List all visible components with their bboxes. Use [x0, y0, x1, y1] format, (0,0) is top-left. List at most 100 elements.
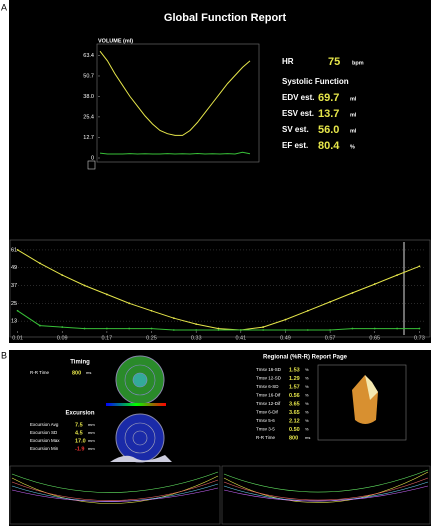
x-tick-label: 0.73 — [414, 335, 425, 341]
title: Global Function Report — [164, 12, 287, 24]
point — [418, 265, 421, 268]
point — [396, 327, 398, 330]
metric-label: ESV est. — [282, 109, 314, 118]
point — [83, 327, 86, 330]
readout-unit: % — [305, 427, 309, 432]
panel-label: A — [1, 2, 7, 12]
axis-label: VOLUME (ml) — [98, 38, 133, 44]
x-tick-label: 0.41 — [235, 335, 246, 341]
y-tick-label: 49 — [11, 265, 17, 271]
readout-unit: ms — [305, 435, 310, 440]
metric-value: 75 — [328, 56, 340, 68]
readout-value: 3.65 — [289, 401, 300, 407]
readout-label: Excursion SD — [30, 430, 58, 435]
y-tick-label: 38.0 — [83, 94, 94, 100]
point — [262, 329, 265, 331]
readout-value: 1.29 — [289, 376, 300, 382]
section-title: Systolic Function — [282, 77, 349, 86]
metric-unit: ml — [350, 96, 357, 102]
readout-unit: mm — [88, 430, 95, 435]
y-tick-label: 12.7 — [83, 135, 94, 141]
x-tick-label: 0.09 — [57, 335, 68, 341]
readout-value: 4.5 — [75, 430, 83, 436]
readout-unit: % — [305, 367, 309, 372]
metric-unit: ml — [350, 112, 357, 118]
point — [195, 323, 198, 325]
readout-value: 7.5 — [75, 422, 83, 428]
point — [105, 327, 108, 330]
histogram — [110, 455, 172, 462]
icon — [87, 160, 96, 170]
point — [306, 329, 309, 331]
readout-label: Excursion Min — [30, 446, 59, 451]
point — [329, 329, 332, 331]
point — [373, 327, 376, 330]
x-tick-label: 0.57 — [325, 335, 336, 341]
point — [39, 262, 41, 265]
y-tick-label: 25.4 — [83, 114, 94, 120]
polar-map — [115, 413, 165, 463]
point — [239, 329, 242, 331]
metric-label: EF est. — [282, 141, 308, 150]
readout-label: Tmsv 6-Dif — [256, 410, 278, 415]
point — [16, 309, 19, 312]
y-tick-label: 0 — [91, 155, 94, 161]
render-3d — [365, 375, 378, 400]
readout-value: 1.57 — [289, 384, 300, 390]
readout-value: 800 — [289, 435, 298, 441]
y-tick-label: 25 — [11, 301, 17, 307]
point — [306, 309, 309, 312]
readout-unit: % — [305, 393, 309, 398]
render-frame — [317, 364, 407, 441]
readout-unit: % — [305, 410, 309, 415]
point — [262, 326, 265, 328]
readout-value: -1.9 — [75, 446, 84, 452]
readout-value: 3.65 — [289, 410, 300, 416]
metric-value: 13.7 — [318, 108, 339, 120]
readout-value: 1.53 — [289, 367, 300, 373]
metric-value: 56.0 — [318, 124, 339, 136]
x-tick-label: 0.65 — [369, 335, 380, 341]
readout-value: 2.12 — [289, 418, 300, 424]
readout-unit: % — [305, 384, 309, 389]
readout-label: Tmsv 16-SD — [256, 367, 282, 372]
x-tick-label: 0.49 — [280, 335, 291, 341]
panel-label: B — [1, 350, 7, 360]
point — [16, 249, 19, 251]
colorbar — [106, 403, 166, 406]
point — [105, 293, 108, 296]
point — [195, 329, 198, 331]
readout-label: R-R Time — [30, 370, 49, 375]
point — [284, 318, 287, 321]
point — [351, 327, 354, 330]
x-tick-label: 0.01 — [12, 335, 23, 341]
readout-unit: ms — [86, 370, 91, 375]
readout-unit: mm — [88, 446, 95, 451]
metric-value: 80.4 — [318, 140, 340, 152]
plot-frame — [9, 465, 221, 525]
y-tick-label: 13 — [11, 319, 17, 325]
metric-unit: % — [350, 144, 355, 150]
point — [373, 283, 376, 285]
series-line — [99, 151, 251, 155]
y-tick-label: 50.7 — [83, 73, 94, 79]
section-title: Excursion — [65, 411, 94, 417]
y-tick-label: 61 — [11, 247, 17, 253]
readout-label: Tmsv 6-SD — [256, 384, 279, 389]
readout-label: Excursion Max — [30, 438, 60, 443]
readout-value: 0.56 — [289, 393, 300, 399]
x-tick-label: 0.25 — [146, 335, 157, 341]
polar-ring — [124, 422, 156, 454]
point — [396, 274, 398, 277]
series-line — [99, 50, 251, 136]
metric-unit: bpm — [352, 60, 364, 66]
readout-label: Tmsv 3-5 — [256, 427, 275, 432]
polar-ring — [124, 364, 156, 396]
readout-unit: % — [305, 418, 309, 423]
point — [128, 302, 131, 305]
section-title: Timing — [70, 360, 90, 366]
metric-label: HR — [282, 57, 294, 66]
readout-unit: mm — [88, 438, 95, 443]
section-title: Regional (%R-R) Report Page — [263, 355, 348, 361]
y-tick-label: 37 — [11, 283, 17, 289]
